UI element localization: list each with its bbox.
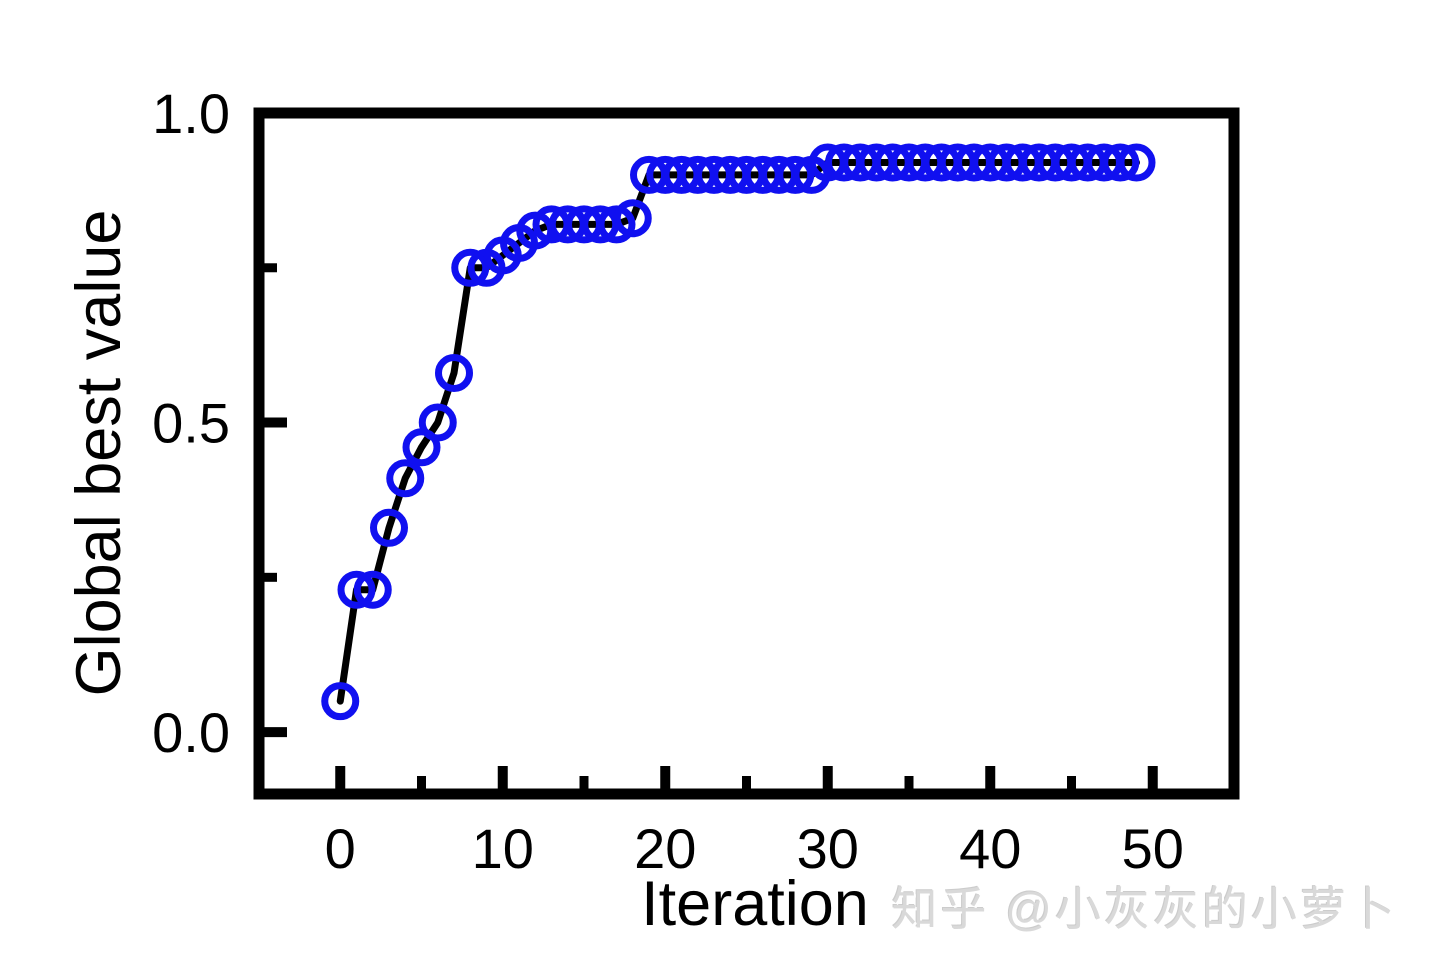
y-tick-label: 0.0 xyxy=(152,701,230,764)
series-line xyxy=(336,159,1140,705)
data-point-marker xyxy=(321,682,360,721)
watermark: 知乎 @小灰灰的小萝卜 xyxy=(891,883,1398,935)
plot-border xyxy=(253,107,1240,800)
x-tick-label: 40 xyxy=(959,817,1021,880)
data-point-marker xyxy=(353,570,392,609)
x-tick-label: 10 xyxy=(472,817,534,880)
data-point-marker xyxy=(1117,143,1156,182)
data-point-marker xyxy=(776,155,815,194)
y-axis-title: Global best value xyxy=(64,210,134,697)
x-tick-label: 30 xyxy=(797,817,859,880)
data-point-marker xyxy=(418,403,457,442)
data-series xyxy=(321,143,1156,721)
axis-tick-labels: 0 10 20 30 40 50 0.0 0.5 1.0 xyxy=(152,82,1184,880)
x-axis-title: Iteration xyxy=(641,869,869,939)
data-point-marker xyxy=(1101,143,1140,182)
data-point-marker xyxy=(451,248,490,287)
x-tick-label: 20 xyxy=(634,817,696,880)
data-point-marker xyxy=(386,459,425,498)
x-tick-label: 50 xyxy=(1122,817,1184,880)
data-point-marker xyxy=(613,199,652,238)
axis-ticks xyxy=(263,108,1158,790)
x-tick-label: 0 xyxy=(325,817,356,880)
data-point-marker xyxy=(370,508,408,547)
y-tick-label: 1.0 xyxy=(152,82,230,145)
data-point-marker xyxy=(337,570,376,609)
y-tick-label: 0.5 xyxy=(152,392,230,455)
plot-frame xyxy=(253,107,1240,800)
data-point-marker xyxy=(435,354,473,393)
